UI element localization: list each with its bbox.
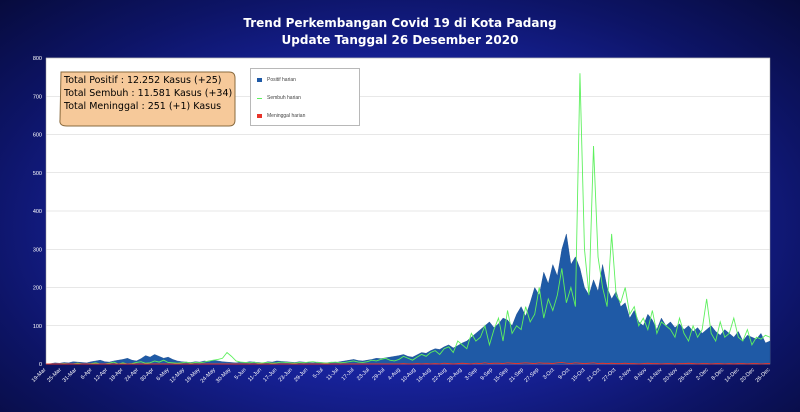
- x-tick-label: 5-Jun: [234, 367, 248, 381]
- legend-label-deaths: Meninggal harian: [267, 113, 306, 119]
- x-tick-label: 25-Mar: [46, 367, 63, 384]
- legend-swatch-recovered: [257, 98, 262, 99]
- x-tick-label: 20-Dec: [739, 367, 756, 384]
- x-tick-label: 14-Dec: [724, 367, 741, 384]
- x-tick-label: 31-Mar: [62, 367, 79, 384]
- series-deaths-line: [46, 362, 770, 365]
- y-tick-label: 100: [33, 324, 42, 330]
- x-tick-label: 26-Dec: [755, 367, 772, 384]
- x-tick-label: 11-Jun: [247, 367, 263, 383]
- x-tick-label: 6-Apr: [80, 367, 94, 381]
- x-tick-label: 10-Aug: [400, 367, 417, 384]
- summary-box: Total Positif : 12.252 Kasus (+25) Total…: [57, 68, 238, 130]
- x-tick-label: 28-Aug: [447, 367, 464, 384]
- summary-scroll-shape: [59, 71, 236, 127]
- chart-title: Trend Perkembangan Covid 19 di Kota Pada…: [243, 16, 557, 30]
- y-tick-label: 200: [33, 286, 42, 292]
- legend-item-deaths: Meninggal harian: [257, 113, 306, 119]
- x-tick-label: 29-Jun: [293, 367, 309, 383]
- x-tick-label: 18-Apr: [109, 367, 125, 383]
- x-tick-label: 24-Apr: [124, 367, 140, 383]
- x-tick-label: 20-Nov: [662, 367, 679, 384]
- x-tick-label: 14-Nov: [647, 367, 664, 384]
- x-tick-label: 5-Jul: [312, 367, 325, 380]
- x-tick-label: 16-Aug: [416, 367, 433, 384]
- x-tick-label: 27-Sep: [524, 367, 541, 384]
- x-tick-label: 29-Jul: [371, 367, 386, 382]
- x-tick-label: 23-Jun: [278, 367, 294, 383]
- legend-label-recovered: Sembuh harian: [267, 95, 301, 101]
- chart-subtitle: Update Tanggal 26 Desember 2020: [281, 33, 519, 47]
- x-tick-label: 17-Jul: [341, 367, 356, 382]
- x-tick-label: 23-Jul: [356, 367, 371, 382]
- y-tick-label: 600: [33, 133, 42, 139]
- y-tick-label: 300: [33, 247, 42, 253]
- total-positive-text: Total Positif : 12.252 Kasus (+25): [64, 75, 222, 86]
- x-tick-label: 30-Apr: [139, 367, 155, 383]
- x-tick-label: 15-Sep: [493, 367, 510, 384]
- legend-label-positive: Positif harian: [267, 77, 296, 83]
- x-tick-label: 21-Sep: [508, 367, 525, 384]
- x-tick-label: 2-Dec: [695, 367, 710, 382]
- x-tick-label: 18-May: [184, 367, 201, 384]
- total-recovered-text: Total Sembuh : 11.581 Kasus (+34): [64, 88, 233, 99]
- x-tick-label: 21-Oct: [586, 367, 602, 383]
- x-tick-label: 24-May: [200, 367, 217, 384]
- legend-swatch-deaths: [257, 114, 262, 118]
- x-tick-label: 3-Oct: [542, 367, 556, 381]
- x-tick-label: 19-Mar: [31, 367, 48, 384]
- x-tick-label: 2-Nov: [618, 367, 633, 382]
- legend-swatch-positive: [257, 78, 262, 82]
- y-tick-label: 800: [33, 56, 42, 62]
- x-tick-label: 12-May: [169, 367, 186, 384]
- x-tick-label: 22-Aug: [431, 367, 448, 384]
- chart-legend: Positif harian Sembuh harian Meninggal h…: [250, 68, 360, 126]
- x-tick-label: 15-Oct: [571, 367, 587, 383]
- x-tick-label: 26-Nov: [678, 367, 695, 384]
- legend-item-recovered: Sembuh harian: [257, 95, 301, 101]
- series-positive-area: [45, 233, 771, 365]
- y-tick-label: 0: [39, 362, 42, 368]
- total-deaths-text: Total Meninggal : 251 (+1) Kasus: [64, 101, 222, 112]
- legend-item-positive: Positif harian: [257, 77, 296, 83]
- x-tick-label: 27-Oct: [601, 367, 617, 383]
- y-tick-label: 700: [33, 94, 42, 100]
- x-tick-label: 30-May: [215, 367, 232, 384]
- x-tick-label: 11-Jul: [326, 367, 341, 382]
- x-tick-label: 17-Jun: [262, 367, 278, 383]
- x-tick-label: 12-Apr: [93, 367, 109, 383]
- x-tick-label: 3-Sep: [464, 367, 479, 382]
- series-recovered-line: [46, 73, 771, 365]
- y-tick-label: 400: [33, 209, 42, 215]
- y-tick-label: 500: [33, 171, 42, 177]
